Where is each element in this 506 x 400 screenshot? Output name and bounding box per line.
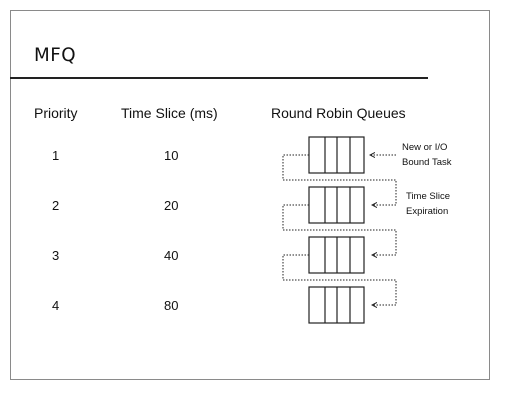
time-slice-3: 40 bbox=[164, 248, 179, 263]
slide-title: MFQ bbox=[34, 44, 77, 66]
demotion-path-3-to-4 bbox=[282, 254, 397, 305]
header-time-slice: Time Slice (ms) bbox=[121, 105, 218, 121]
header-priority: Priority bbox=[34, 105, 78, 121]
time-slice-4: 80 bbox=[164, 298, 179, 313]
priority-4: 4 bbox=[52, 298, 60, 313]
label-time-slice-expiration: Time Slice Expiration bbox=[406, 189, 450, 219]
priority-3: 3 bbox=[52, 248, 60, 263]
priority-2: 2 bbox=[52, 198, 60, 213]
label-expiration-line1: Time Slice bbox=[406, 191, 450, 202]
label-expiration-line2: Expiration bbox=[406, 206, 449, 217]
queue-3 bbox=[308, 236, 365, 274]
label-new-task-line1: New or I/O bbox=[402, 142, 448, 153]
title-underline bbox=[10, 77, 428, 79]
time-slice-1: 10 bbox=[164, 148, 179, 163]
label-new-task: New or I/O Bound Task bbox=[402, 140, 451, 170]
time-slice-2: 20 bbox=[164, 198, 179, 213]
queue-1 bbox=[308, 136, 365, 174]
priority-1: 1 bbox=[52, 148, 60, 163]
demotion-path-2-to-3 bbox=[282, 204, 397, 255]
slide-frame bbox=[10, 10, 490, 380]
header-queues: Round Robin Queues bbox=[271, 105, 406, 121]
queue-2 bbox=[308, 186, 365, 224]
queue-4 bbox=[308, 286, 365, 324]
demotion-path-1-to-2 bbox=[282, 154, 397, 205]
label-new-task-line2: Bound Task bbox=[402, 157, 452, 168]
